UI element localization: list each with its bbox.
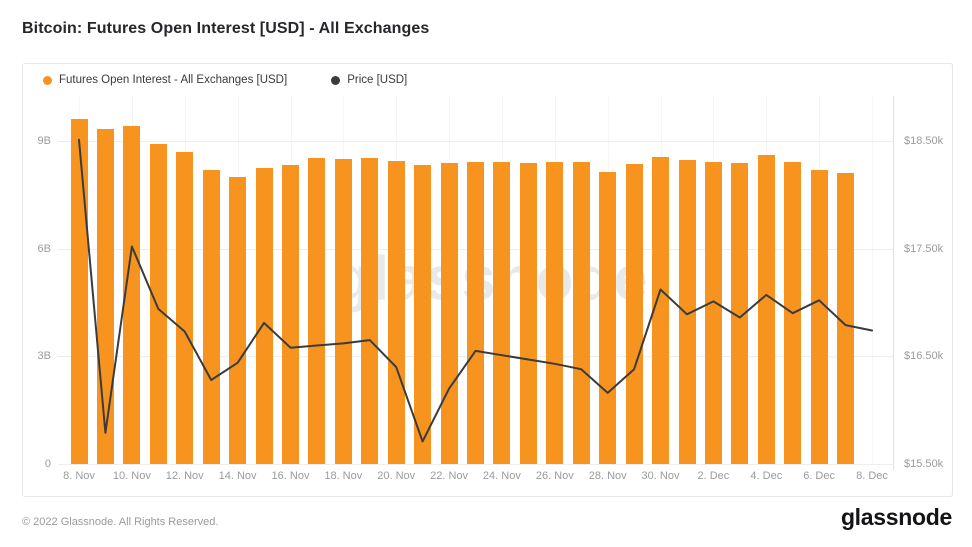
- x-gridline: [872, 96, 873, 464]
- oi-bar[interactable]: [493, 162, 511, 464]
- oi-bar[interactable]: [546, 162, 564, 464]
- page-title: Bitcoin: Futures Open Interest [USD] - A…: [22, 20, 430, 37]
- oi-bar[interactable]: [334, 158, 352, 464]
- oi-bar[interactable]: [599, 171, 617, 464]
- y-axis-label-right: $15.50k: [904, 458, 944, 470]
- watermark: glassnode: [333, 244, 649, 314]
- price-line[interactable]: [78, 138, 873, 443]
- x-tick-label: 30. Nov: [641, 470, 680, 482]
- oi-bar[interactable]: [625, 163, 643, 464]
- x-tick-label: 20. Nov: [377, 470, 416, 482]
- oi-bar[interactable]: [837, 172, 855, 464]
- plot-area: glassnode: [58, 96, 894, 470]
- y-axis-label-left: 3B: [37, 350, 51, 363]
- footer-copyright: © 2022 Glassnode. All Rights Reserved.: [22, 516, 219, 528]
- oi-bar[interactable]: [361, 157, 379, 464]
- oi-bar[interactable]: [467, 162, 484, 464]
- x-tick-label: 12. Nov: [165, 470, 204, 482]
- legend-marker-open-interest-icon: [43, 75, 52, 85]
- oi-bar[interactable]: [572, 162, 590, 464]
- x-tick-label: 10. Nov: [112, 470, 151, 482]
- oi-bar[interactable]: [414, 164, 432, 464]
- legend: Futures Open Interest - All Exchanges [U…: [43, 74, 407, 86]
- legend-item-price[interactable]: Price [USD]: [331, 74, 407, 86]
- glassnode-logo[interactable]: glassnode: [840, 504, 952, 530]
- x-tick-label: 8. Nov: [63, 470, 95, 482]
- legend-label-price: Price [USD]: [347, 74, 408, 86]
- oi-bar[interactable]: [123, 125, 141, 464]
- chart-card: Futures Open Interest - All Exchanges [U…: [22, 63, 953, 497]
- x-tick-label: 2. Dec: [697, 470, 730, 482]
- oi-bar[interactable]: [678, 159, 696, 464]
- x-tick-label: 8. Dec: [856, 470, 888, 482]
- oi-bar[interactable]: [282, 164, 299, 464]
- oi-bar[interactable]: [704, 162, 722, 464]
- oi-bar[interactable]: [757, 154, 775, 464]
- x-tick-label: 18. Nov: [324, 470, 363, 482]
- x-tick-label: 6. Dec: [803, 470, 835, 482]
- legend-marker-price-icon: [331, 75, 341, 85]
- oi-bar[interactable]: [255, 167, 273, 464]
- x-tick-label: 24. Nov: [482, 470, 521, 482]
- x-tick-label: 4. Dec: [750, 470, 783, 482]
- oi-bar[interactable]: [519, 162, 537, 464]
- x-tick-label: 22. Nov: [430, 470, 469, 482]
- oi-bar[interactable]: [229, 176, 247, 464]
- oi-bar[interactable]: [149, 143, 167, 464]
- y-axis-label-right: $18.50k: [904, 134, 944, 147]
- y-gridline: [58, 140, 893, 142]
- y-axis-label-left: 9B: [37, 134, 51, 147]
- oi-bar[interactable]: [176, 152, 194, 464]
- oi-bar[interactable]: [308, 157, 326, 464]
- y-gridline: [58, 464, 893, 465]
- x-tick-label: 16. Nov: [271, 470, 310, 482]
- oi-bar[interactable]: [731, 162, 749, 464]
- oi-bar[interactable]: [440, 162, 458, 464]
- y-axis-label-left: 6B: [37, 242, 51, 255]
- y-axis-label-left: 0: [44, 458, 51, 470]
- y-axis-label-right: $17.50k: [904, 242, 944, 255]
- oi-bar[interactable]: [202, 170, 220, 464]
- oi-bar[interactable]: [70, 119, 88, 464]
- x-tick-label: 28. Nov: [588, 470, 627, 482]
- price-line-chart: [78, 138, 873, 443]
- legend-item-open-interest[interactable]: Futures Open Interest - All Exchanges [U…: [43, 74, 287, 86]
- x-tick-label: 26. Nov: [535, 470, 574, 482]
- y-axis-label-right: $16.50k: [904, 350, 944, 363]
- oi-bar[interactable]: [652, 157, 669, 464]
- oi-bar[interactable]: [810, 170, 828, 464]
- legend-label-open-interest: Futures Open Interest - All Exchanges [U…: [59, 74, 288, 86]
- right-axis-line: [893, 96, 894, 470]
- x-tick-label: 14. Nov: [218, 470, 257, 482]
- oi-bar[interactable]: [387, 161, 405, 464]
